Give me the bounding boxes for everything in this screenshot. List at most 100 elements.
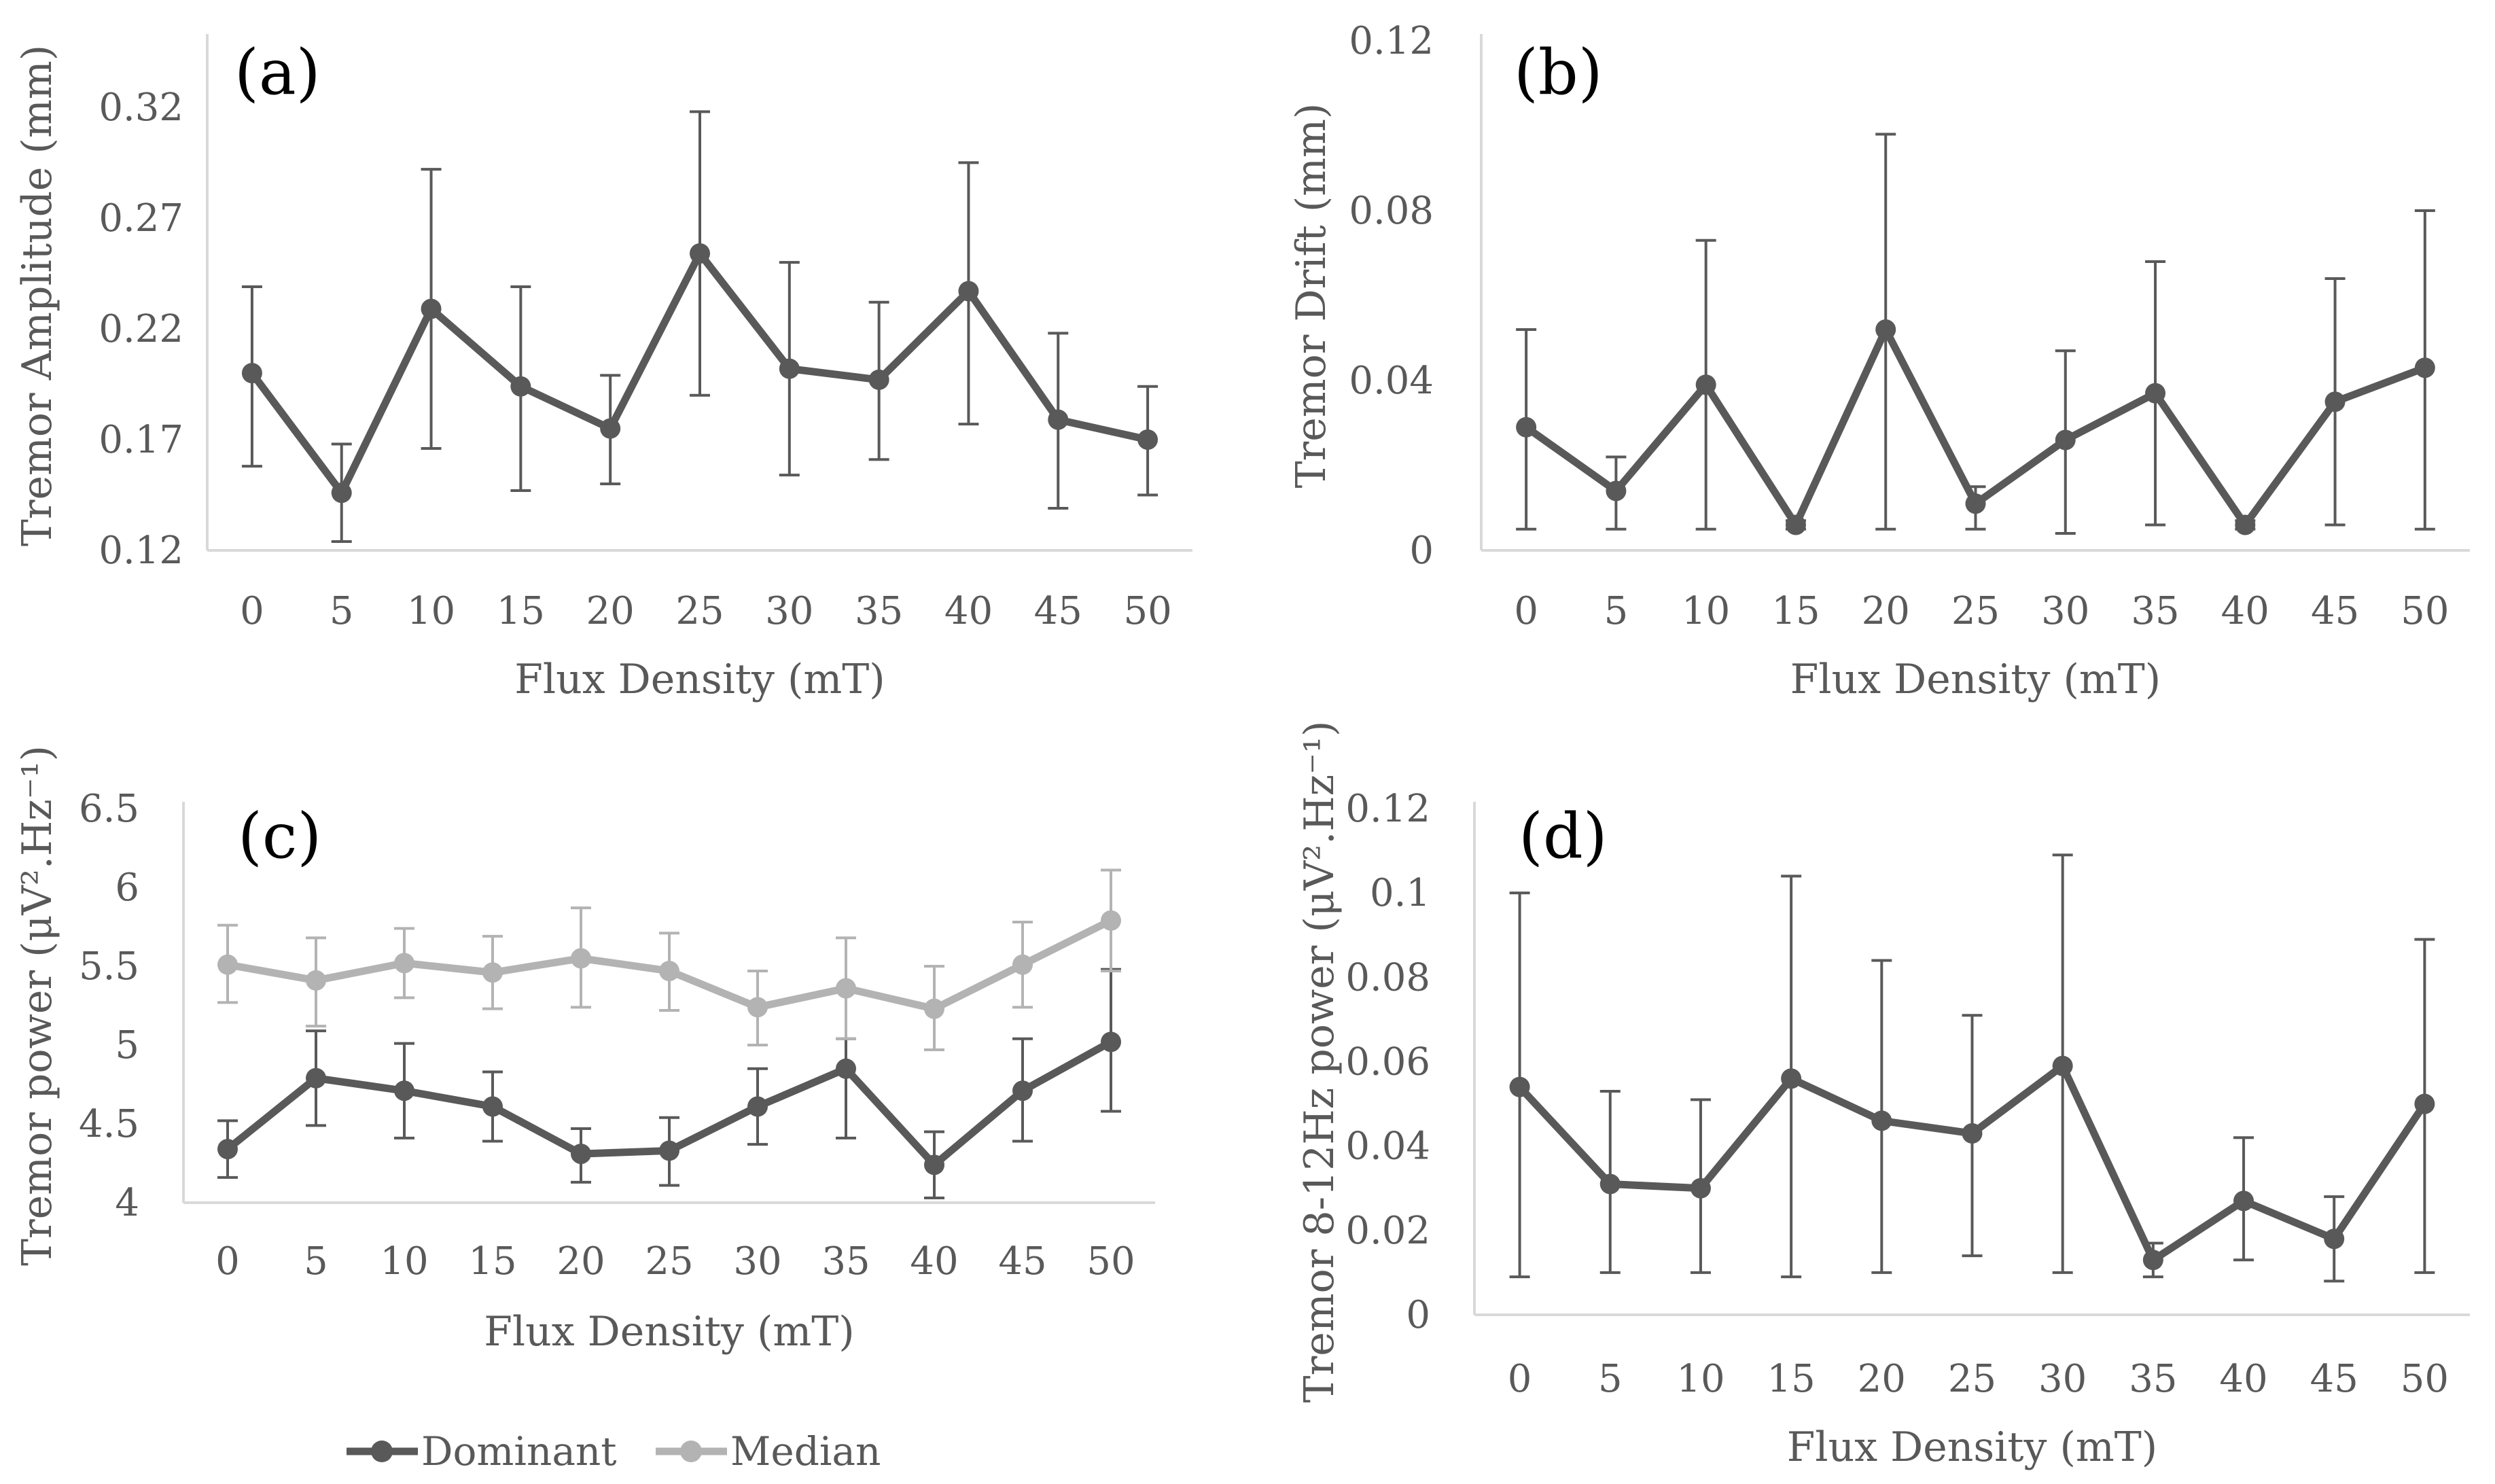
data-point <box>2414 1093 2435 1114</box>
chart-panel-3: (c) 4 4.5 5 5.5 6 6.5 0 5 10 15 20 25 30 35 40 45 50 Flux … <box>14 745 1155 1356</box>
data-point <box>1012 954 1033 975</box>
y-axis-title: Tremor power (μV².Hz⁻¹) <box>14 745 61 1266</box>
data-point <box>1516 417 1537 438</box>
x-tick-label: 0 <box>215 1239 240 1284</box>
x-tick-label: 45 <box>2310 1357 2358 1401</box>
x-tick-label: 30 <box>733 1239 781 1284</box>
data-point <box>1785 514 1806 535</box>
x-tick-label: 25 <box>1951 589 2000 633</box>
legend-label-median: Median <box>730 1428 881 1474</box>
x-tick-label: 20 <box>1862 589 1910 633</box>
y-tick-label: 5 <box>115 1023 139 1067</box>
series-median <box>217 868 1121 1051</box>
data-point <box>1012 1080 1033 1101</box>
x-tick-label: 30 <box>765 589 813 633</box>
panel-label: (c) <box>238 800 321 872</box>
data-point <box>306 1067 326 1089</box>
y-tick-label: 0.04 <box>1349 359 1434 403</box>
data-point <box>2233 1190 2254 1212</box>
legend-label-dominant: Dominant <box>421 1428 617 1474</box>
data-point <box>571 1144 591 1165</box>
x-tick-label: 30 <box>2038 1357 2087 1401</box>
y-tick-label: 0.12 <box>99 529 183 573</box>
x-tick-label: 35 <box>2129 1357 2177 1401</box>
x-tick-label: 15 <box>468 1239 516 1284</box>
data-point <box>1965 493 1986 514</box>
y-tick-label: 0 <box>1409 529 1434 573</box>
data-point <box>1781 1068 1802 1089</box>
data-point <box>394 953 414 974</box>
y-axis-title: Tremor 8-12Hz power (μV².Hz⁻¹) <box>1296 721 1343 1403</box>
data-point <box>2414 357 2435 378</box>
x-axis-title: Flux Density (mT) <box>1790 656 2161 703</box>
data-point <box>1101 1031 1121 1053</box>
x-tick-label: 50 <box>2401 589 2449 633</box>
y-tick-label: 0.27 <box>99 196 183 241</box>
data-point <box>747 1096 768 1117</box>
x-tick-label: 40 <box>2221 589 2269 633</box>
data-point <box>1137 429 1158 450</box>
data-point <box>659 1140 679 1161</box>
data-point <box>2052 1055 2073 1076</box>
x-tick-label: 5 <box>1598 1357 1623 1401</box>
y-tick-label: 0.02 <box>1345 1209 1430 1253</box>
data-point <box>2145 383 2166 404</box>
legend-marker-median <box>680 1441 702 1462</box>
x-tick-label: 5 <box>330 589 354 633</box>
data-point <box>394 1080 414 1101</box>
data-point <box>1871 1110 1892 1131</box>
x-axis-title: Flux Density (mT) <box>484 1308 854 1356</box>
data-point <box>600 418 621 439</box>
data-point <box>306 970 326 991</box>
x-tick-label: 40 <box>2219 1357 2267 1401</box>
data-point <box>482 1096 503 1117</box>
y-tick-label: 0.12 <box>1349 19 1434 63</box>
x-tick-label: 35 <box>821 1239 870 1284</box>
x-tick-label: 5 <box>1604 589 1629 633</box>
y-axis-title: Tremor Amplitude (mm) <box>14 45 61 546</box>
x-tick-label: 50 <box>1086 1239 1135 1284</box>
data-point <box>779 358 800 379</box>
data-point <box>924 998 944 1019</box>
x-tick-label: 50 <box>1123 589 1171 633</box>
x-tick-label: 20 <box>586 589 635 633</box>
x-tick-label: 15 <box>1771 589 1820 633</box>
y-tick-label: 6 <box>115 866 139 910</box>
data-point <box>421 298 442 319</box>
x-tick-label: 0 <box>240 589 264 633</box>
data-point <box>2142 1250 2163 1271</box>
chart-panel-2: (b) 0 0.04 0.08 0.12 0 5 10 15 20 25 30 35 40 45 50 Flux… <box>1288 19 2470 703</box>
y-tick-label: 0.1 <box>1370 871 1430 915</box>
x-tick-label: 40 <box>944 589 993 633</box>
data-point <box>2324 1229 2345 1250</box>
y-tick-label: 0.06 <box>1345 1040 1430 1084</box>
data-point <box>836 978 856 999</box>
data-point <box>1962 1123 1983 1144</box>
x-tick-label: 50 <box>2401 1357 2449 1401</box>
x-axis-title: Flux Density (mT) <box>1787 1424 2157 1471</box>
y-tick-label: 0.04 <box>1345 1125 1430 1169</box>
series-dominant <box>1516 132 2435 535</box>
x-tick-label: 35 <box>855 589 903 633</box>
y-tick-label: 4.5 <box>79 1102 139 1146</box>
x-tick-label: 10 <box>407 589 455 633</box>
x-tick-label: 0 <box>1514 589 1538 633</box>
x-tick-label: 5 <box>304 1239 328 1284</box>
y-tick-label: 0.17 <box>99 418 183 462</box>
data-point <box>1690 1178 1711 1199</box>
data-point <box>747 997 768 1018</box>
data-point <box>2055 429 2076 450</box>
data-point <box>1695 374 1716 395</box>
x-tick-label: 15 <box>497 589 545 633</box>
data-point <box>1048 409 1069 430</box>
y-tick-label: 5.5 <box>79 944 139 989</box>
data-point <box>571 948 591 969</box>
data-point <box>1599 1173 1621 1195</box>
series-dominant <box>1509 853 2435 1283</box>
data-point <box>331 482 352 504</box>
data-point <box>924 1154 944 1176</box>
series-dominant <box>217 968 1121 1200</box>
x-tick-label: 25 <box>645 1239 693 1284</box>
legend: Dominant Median <box>347 1428 881 1474</box>
